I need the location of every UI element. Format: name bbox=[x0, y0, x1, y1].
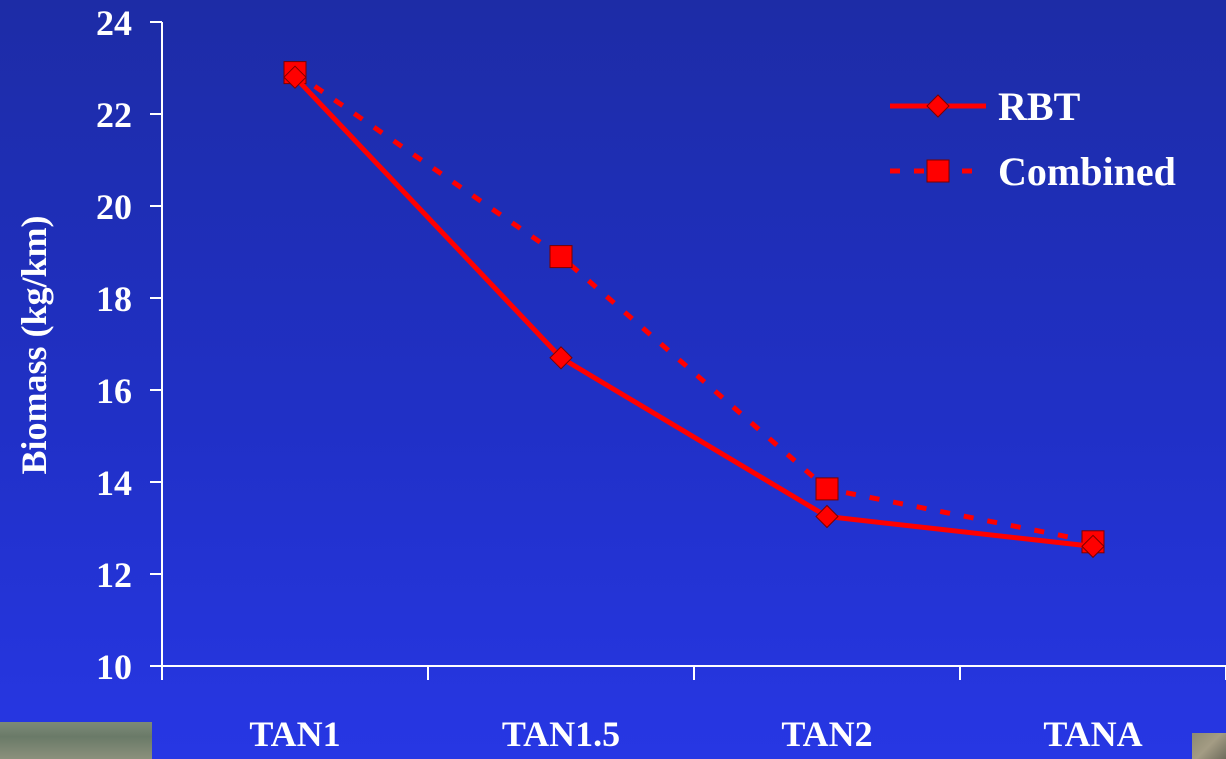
series-plot bbox=[283, 61, 1105, 559]
data-point-rbt bbox=[549, 346, 573, 370]
y-tick-label: 22 bbox=[96, 95, 132, 135]
x-tick-label: TANA bbox=[1043, 714, 1142, 754]
y-tick-label: 20 bbox=[96, 187, 132, 227]
series-rbt bbox=[283, 65, 1105, 559]
y-tick-label: 12 bbox=[96, 555, 132, 595]
photo-strip-right bbox=[1192, 733, 1226, 759]
x-tick-label: TAN1 bbox=[249, 714, 340, 754]
legend-label: Combined bbox=[998, 149, 1176, 194]
series-line-rbt bbox=[293, 75, 1094, 549]
y-tick-label: 18 bbox=[96, 279, 132, 319]
y-tick-label: 24 bbox=[96, 3, 132, 43]
x-axis: TAN1 TAN1.5 TAN2 TANA bbox=[161, 665, 1226, 754]
data-point-combined bbox=[549, 245, 573, 269]
legend-label: RBT bbox=[998, 84, 1081, 129]
x-tick-label: TAN1.5 bbox=[502, 714, 620, 754]
legend: RBT Combined bbox=[890, 84, 1176, 194]
series-combined bbox=[283, 61, 1105, 554]
y-axis-title: Biomass (kg/km) bbox=[14, 215, 54, 474]
data-point-rbt bbox=[283, 65, 307, 89]
x-tick-label: TAN2 bbox=[781, 714, 872, 754]
legend-item-combined: Combined bbox=[890, 149, 1176, 194]
legend-item-rbt: RBT bbox=[890, 84, 1081, 129]
photo-strip-left bbox=[0, 722, 152, 759]
data-point-combined bbox=[815, 477, 839, 501]
y-axis: 10 12 14 16 18 20 22 24 bbox=[96, 3, 163, 687]
legend-marker bbox=[926, 94, 950, 118]
data-point-rbt bbox=[1081, 534, 1105, 559]
legend-marker bbox=[926, 159, 950, 183]
y-tick-label: 16 bbox=[96, 371, 132, 411]
y-tick-label: 14 bbox=[96, 463, 132, 503]
series-line-combined bbox=[293, 70, 1094, 545]
data-point-rbt bbox=[815, 504, 839, 529]
y-tick-label: 10 bbox=[96, 647, 132, 687]
